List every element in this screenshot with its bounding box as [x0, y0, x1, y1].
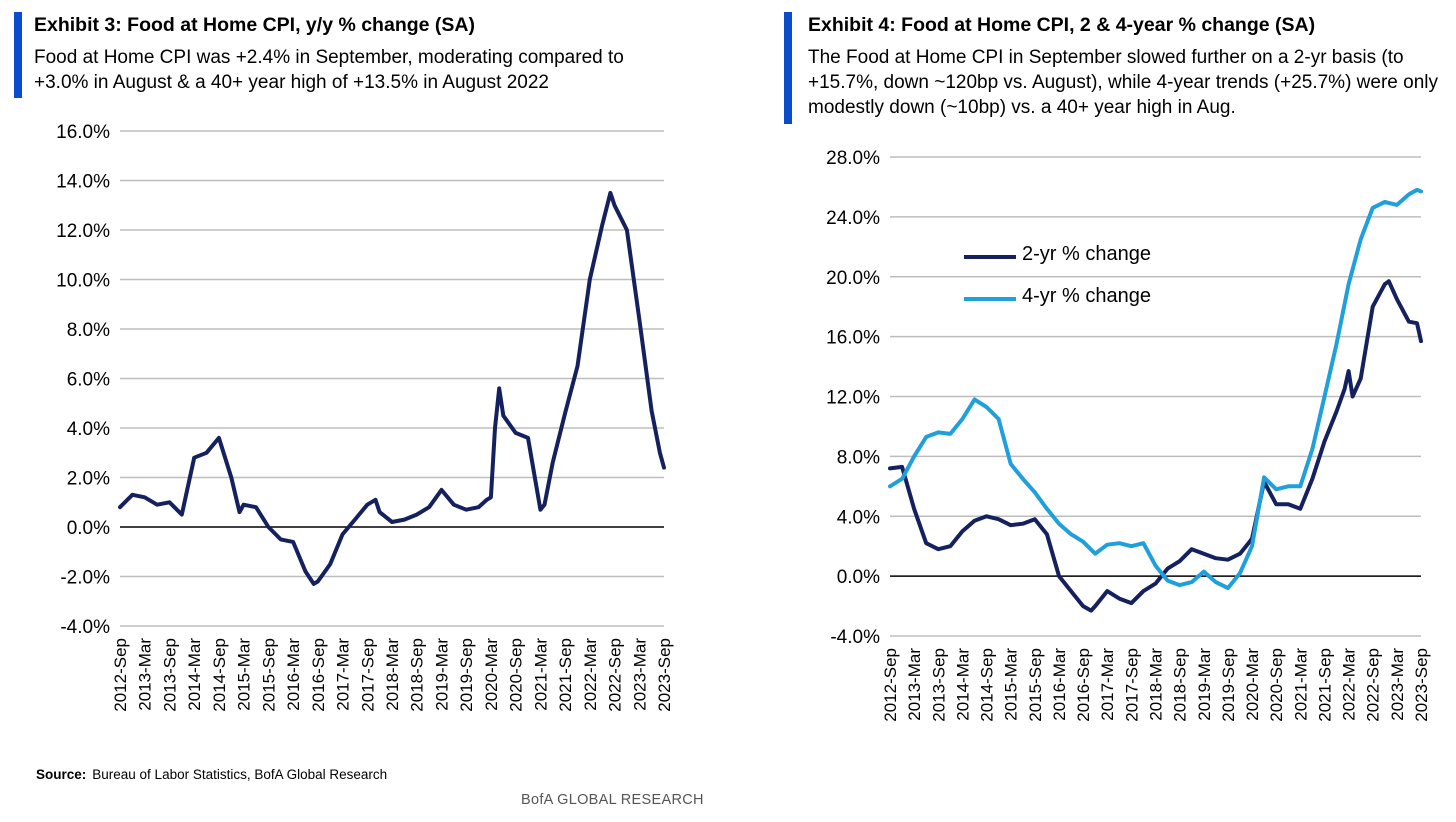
x-tick-label: 2016-Mar [284, 638, 303, 711]
chart-subtitle: The Food at Home CPI in September slowed… [808, 47, 1438, 118]
x-tick-label: 2012-Sep [881, 648, 900, 722]
x-tick-label: 2012-Sep [111, 638, 130, 712]
accent-bar [784, 12, 792, 124]
x-tick-label: 2015-Mar [1002, 648, 1021, 721]
x-tick-label: 2021-Sep [1315, 648, 1334, 722]
x-tick-label: 2022-Sep [606, 638, 625, 712]
x-tick-label: 2018-Mar [1147, 648, 1166, 721]
source-label: Source: [36, 767, 87, 782]
y-tick-label: 16.0% [826, 328, 880, 349]
x-tick-label: 2021-Mar [531, 638, 550, 711]
y-tick-label: 4.0% [837, 507, 880, 528]
x-tick-label: 2016-Sep [1074, 648, 1093, 722]
y-tick-label: 8.0% [837, 447, 880, 468]
x-tick-label: 2017-Mar [334, 638, 353, 711]
x-tick-label: 2019-Sep [457, 638, 476, 712]
y-tick-label: 14.0% [56, 172, 110, 193]
legend-label-2yr: 2-yr % change [1022, 243, 1151, 265]
y-tick-label: 28.0% [826, 148, 880, 169]
exhibit-3-chart: -4.0% -2.0% 0.0% 2.0% 4.0% 6.0% 8.0% 10.0% 12.0%… [56, 122, 674, 712]
y-tick-label: 20.0% [826, 268, 880, 289]
series-line-0 [888, 279, 1423, 613]
x-tick-label: 2020-Sep [507, 638, 526, 712]
x-tick-label: 2023-Sep [655, 638, 674, 712]
x-tick-label: 2021-Mar [1291, 648, 1310, 721]
x-tick-label: 2017-Sep [358, 638, 377, 712]
y-tick-label: 4.0% [67, 419, 110, 440]
legend-swatch-4yr [964, 297, 1016, 301]
x-tick-label: 2019-Mar [1195, 648, 1214, 721]
y-tick-label: 2.0% [67, 469, 110, 490]
series-line-1 [888, 187, 1423, 591]
x-tick-label: 2013-Sep [160, 638, 179, 712]
x-tick-label: 2016-Sep [309, 638, 328, 712]
x-tick-label: 2019-Mar [432, 638, 451, 711]
x-tick-label: 2014-Mar [953, 648, 972, 721]
y-tick-label: 0.0% [67, 518, 110, 539]
y-tick-label: 16.0% [56, 122, 110, 143]
x-tick-label: 2014-Sep [210, 638, 229, 712]
x-tick-label: 2021-Sep [556, 638, 575, 712]
x-tick-label: 2023-Mar [630, 638, 649, 711]
x-tick-label: 2014-Mar [185, 638, 204, 711]
y-tick-label: 0.0% [837, 567, 880, 588]
source-note: Source: Bureau of Labor Statistics, BofA … [36, 767, 387, 782]
x-tick-label: 2018-Sep [408, 638, 427, 712]
x-tick-label: 2022-Sep [1364, 648, 1383, 722]
x-tick-label: 2013-Mar [136, 638, 155, 711]
x-tick-label: 2015-Mar [235, 638, 254, 711]
x-tick-label: 2013-Sep [929, 648, 948, 722]
x-tick-label: 2022-Mar [581, 638, 600, 711]
x-tick-label: 2023-Mar [1388, 648, 1407, 721]
x-tick-label: 2013-Mar [905, 648, 924, 721]
x-tick-label: 2018-Sep [1171, 648, 1190, 722]
exhibit-4-chart: -4.0% 0.0% 4.0% 8.0% 12.0% 16.0% 20.0% 24.0% 28.… [826, 148, 1431, 722]
y-tick-label: 12.0% [56, 221, 110, 242]
legend-swatch-2yr [964, 255, 1016, 259]
x-tick-label: 2020-Mar [482, 638, 501, 711]
accent-bar [14, 12, 22, 98]
exhibit-3-panel: Exhibit 3: Food at Home CPI, y/y % chang… [14, 12, 704, 808]
y-tick-label: 6.0% [67, 370, 110, 391]
x-tick-label: 2022-Mar [1340, 648, 1359, 721]
chart-title: Exhibit 3: Food at Home CPI, y/y % chang… [34, 14, 475, 36]
x-tick-label: 2014-Sep [978, 648, 997, 722]
x-tick-label: 2019-Sep [1219, 648, 1238, 722]
chart-title: Exhibit 4: Food at Home CPI, 2 & 4-year … [808, 14, 1316, 36]
x-tick-label: 2020-Mar [1243, 648, 1262, 721]
x-tick-label: 2016-Mar [1050, 648, 1069, 721]
chart-subtitle: Food at Home CPI was +2.4% in September,… [34, 47, 624, 93]
y-tick-label: 8.0% [67, 320, 110, 341]
brand-footer: BofA GLOBAL RESEARCH [521, 792, 704, 808]
y-tick-label: -4.0% [60, 617, 110, 638]
x-tick-label: 2015-Sep [1026, 648, 1045, 722]
x-tick-label: 2020-Sep [1267, 648, 1286, 722]
x-tick-label: 2018-Mar [383, 638, 402, 711]
exhibit-4-panel: Exhibit 4: Food at Home CPI, 2 & 4-year … [728, 0, 1456, 822]
x-tick-label: 2023-Sep [1412, 648, 1431, 722]
source-text: Bureau of Labor Statistics, BofA Global … [92, 767, 388, 782]
series-line-0 [118, 190, 666, 586]
x-tick-label: 2017-Mar [1098, 648, 1117, 721]
y-tick-label: 24.0% [826, 208, 880, 229]
y-tick-label: 10.0% [56, 271, 110, 292]
legend-label-4yr: 4-yr % change [1022, 285, 1151, 307]
x-tick-label: 2017-Sep [1122, 648, 1141, 722]
y-tick-label: 12.0% [826, 388, 880, 409]
x-tick-label: 2015-Sep [259, 638, 278, 712]
y-tick-label: -2.0% [60, 568, 110, 589]
y-tick-label: -4.0% [830, 627, 880, 648]
